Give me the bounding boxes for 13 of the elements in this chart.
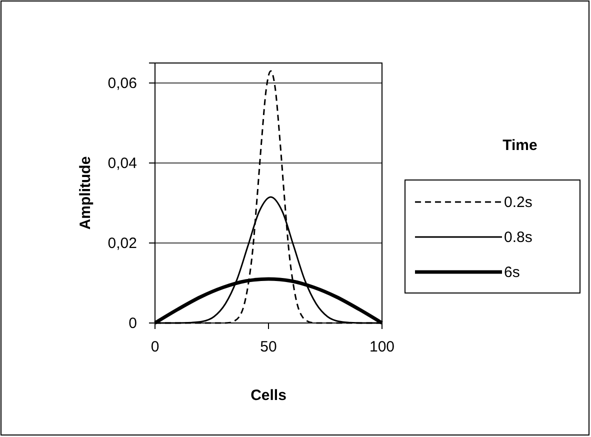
legend-title: Time [502, 137, 538, 154]
text: 6s [504, 264, 520, 281]
text: 0.2s [504, 194, 532, 211]
y-axis-title: Amplitude [77, 156, 94, 230]
y-tick-label: 0 [128, 314, 137, 332]
y-tick-label: 0,02 [108, 234, 137, 252]
x-tick-label: 100 [369, 338, 395, 356]
text: 0.8s [504, 229, 532, 246]
x-tick-label: 0 [150, 338, 160, 356]
y-tick-label: 0,06 [108, 74, 137, 92]
y-tick-label: 0,04 [108, 154, 137, 172]
x-tick-label: 50 [260, 338, 277, 356]
x-axis-title: Cells [250, 387, 286, 404]
